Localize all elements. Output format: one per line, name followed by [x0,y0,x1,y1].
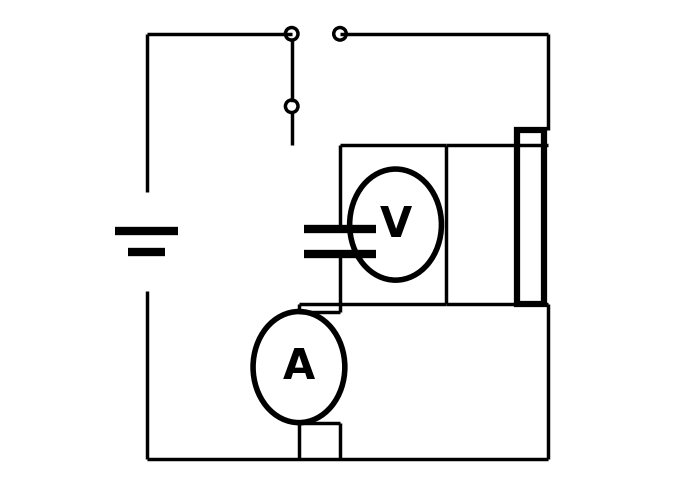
Text: A: A [283,346,315,388]
Bar [517,130,544,304]
Text: V: V [379,204,411,245]
